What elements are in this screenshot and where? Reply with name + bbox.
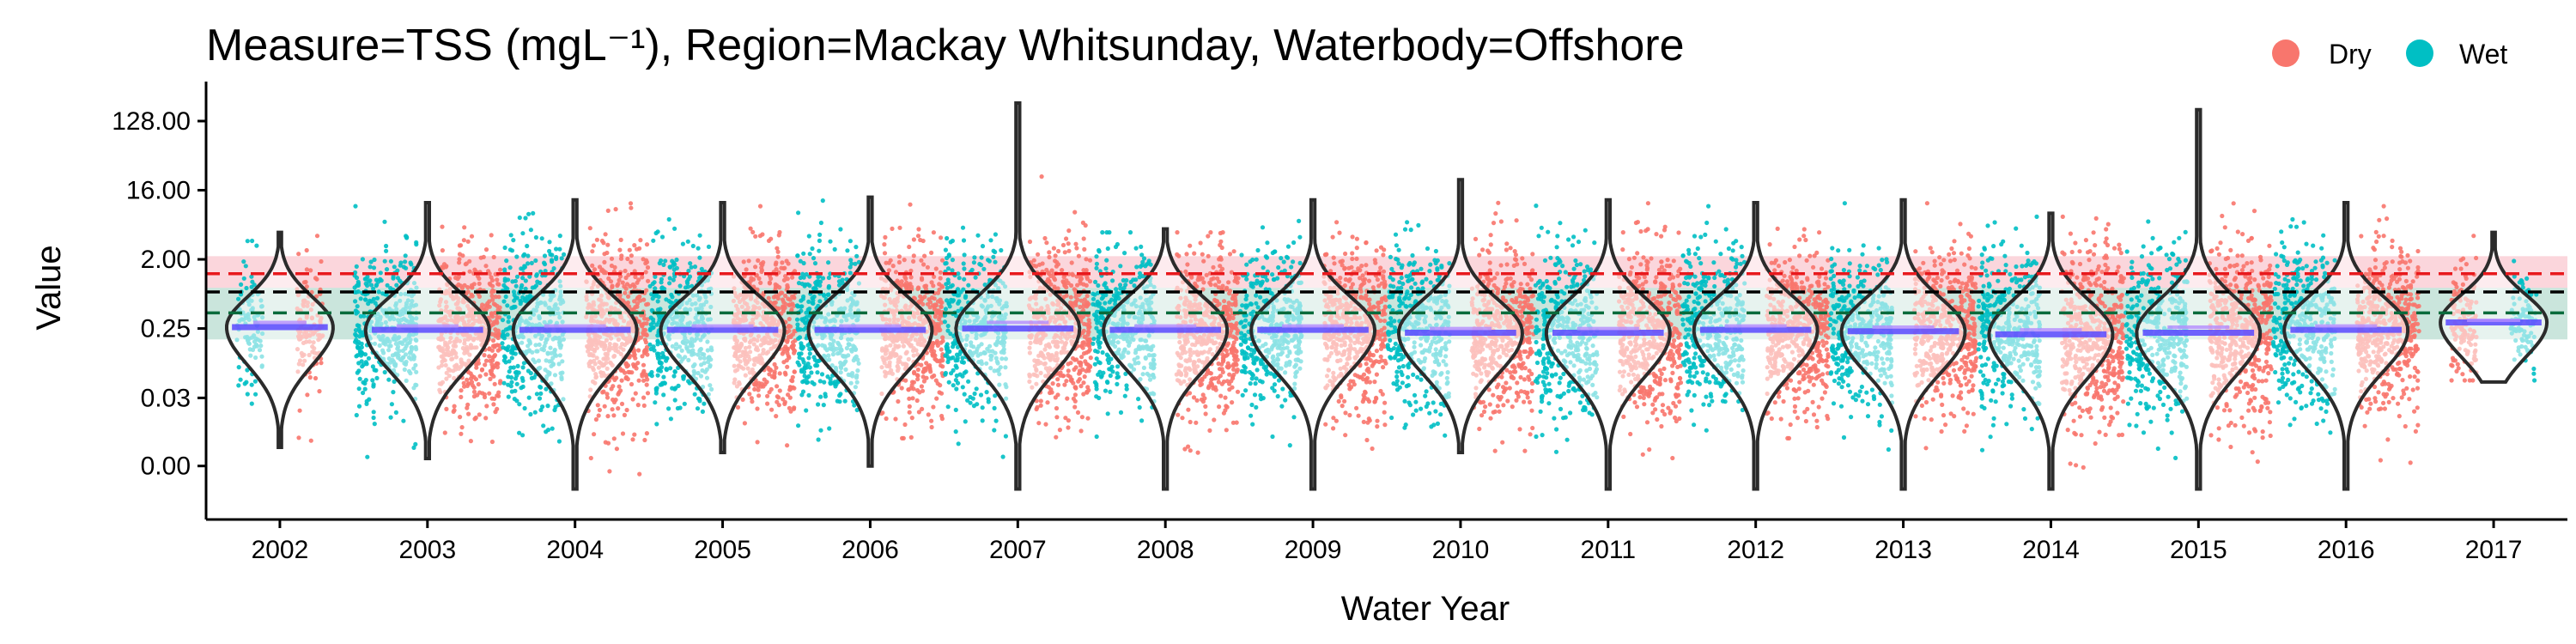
violin-2016	[2282, 201, 2410, 491]
x-tick-label-2013: 2013	[1874, 536, 1932, 564]
violin-2011	[1544, 197, 1672, 491]
y-tick-label-4: 16.00	[126, 177, 191, 205]
x-tick-label-2008: 2008	[1137, 536, 1194, 564]
legend-label-wet: Wet	[2459, 39, 2507, 70]
legend-swatch-wet	[2406, 39, 2433, 67]
x-tick-label-2015: 2015	[2170, 536, 2227, 564]
x-tick-label-2004: 2004	[546, 536, 604, 564]
x-tick-label-2016: 2016	[2318, 536, 2375, 564]
x-axis-title: Water Year	[1341, 590, 1510, 628]
violins	[225, 101, 2549, 491]
x-tick-label-2005: 2005	[694, 536, 751, 564]
y-axis-ticks: 0.00 0.03 0.25 2.00 16.00 128.00	[112, 107, 206, 481]
x-tick-label-2002: 2002	[252, 536, 309, 564]
y-tick-label-0: 0.00	[141, 453, 191, 481]
violin-2015	[2135, 107, 2263, 491]
violin-2012	[1692, 201, 1820, 491]
violin-2004	[511, 197, 639, 491]
x-tick-label-2003: 2003	[398, 536, 456, 564]
y-tick-label-1: 0.03	[141, 384, 191, 412]
legend-swatch-dry	[2272, 39, 2300, 67]
violin-2014	[1987, 211, 2115, 491]
chart-title: Measure=TSS (mgL⁻¹), Region=Mackay Whits…	[206, 21, 1685, 70]
y-tick-label-5: 128.00	[112, 107, 191, 136]
axes	[204, 82, 2567, 521]
y-tick-label-2: 0.25	[141, 315, 191, 343]
x-tick-label-2010: 2010	[1432, 536, 1490, 564]
x-tick-label-2011: 2011	[1581, 536, 1637, 564]
violin-2007	[954, 101, 1082, 491]
x-tick-label-2007: 2007	[989, 536, 1047, 564]
violin-2009	[1249, 197, 1377, 491]
violin-2017	[2439, 230, 2549, 384]
y-axis-title: Value	[30, 245, 68, 330]
x-axis-ticks: 2002 2003 2004 2005 2006 2007 2008 2009 2010 2011…	[252, 519, 2523, 564]
reference-lines	[206, 271, 2567, 315]
violin-2010	[1396, 178, 1524, 454]
x-tick-label-2009: 2009	[1285, 536, 1342, 564]
violin-2008	[1102, 227, 1230, 491]
legend-label-dry: Dry	[2329, 39, 2372, 70]
violin-2013	[1839, 197, 1967, 491]
x-tick-label-2017: 2017	[2465, 536, 2523, 564]
y-tick-label-3: 2.00	[141, 246, 191, 274]
violin-2002	[225, 230, 335, 449]
legend: Dry Wet	[2272, 39, 2507, 70]
x-tick-label-2006: 2006	[841, 536, 899, 564]
x-tick-label-2012: 2012	[1727, 536, 1784, 564]
x-tick-label-2014: 2014	[2022, 536, 2080, 564]
